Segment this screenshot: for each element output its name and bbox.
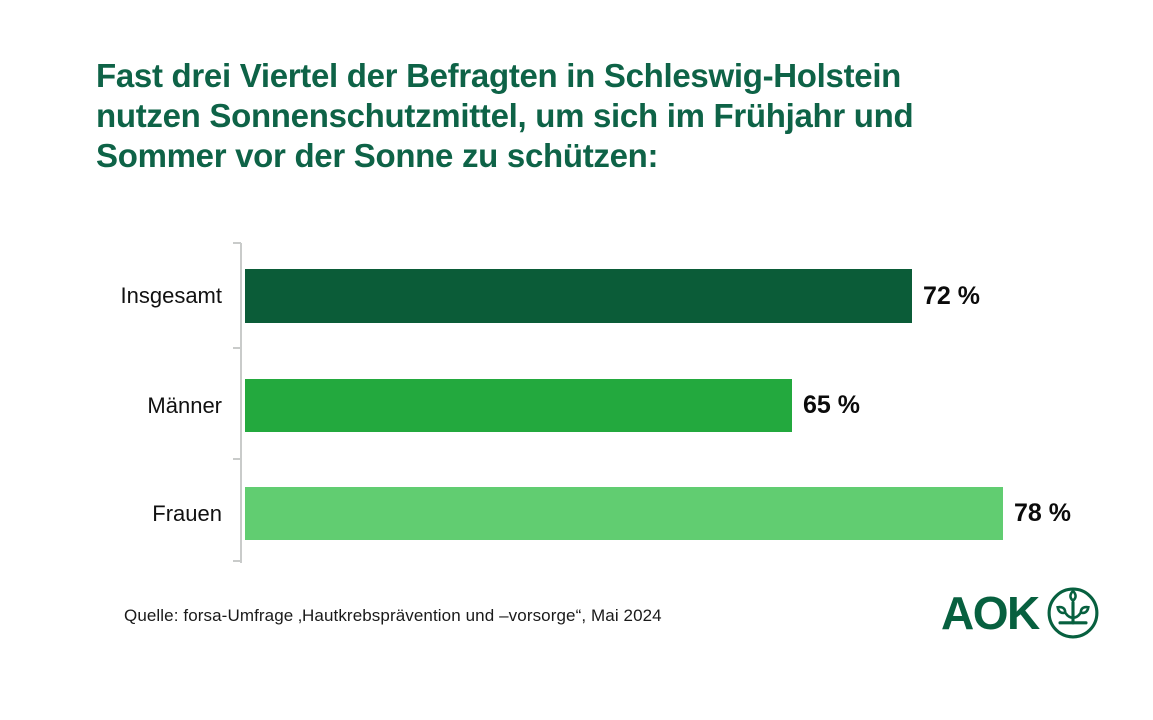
title-line-3: Sommer vor der Sonne zu schützen:: [96, 137, 659, 174]
bar-maenner: [245, 379, 792, 432]
source-text: Quelle: forsa-Umfrage ‚Hautkrebspräventi…: [124, 606, 662, 625]
bar-insgesamt: [245, 269, 912, 323]
title-line-1: Fast drei Viertel der Befragten in Schle…: [96, 57, 902, 94]
category-label-frauen: Frauen: [152, 500, 222, 526]
axis-tick: [233, 242, 241, 244]
aok-logo: AOK: [941, 586, 1100, 640]
chart-title: Fast drei Viertel der Befragten in Schle…: [96, 56, 1106, 176]
aok-tree-icon: [1047, 587, 1099, 639]
y-axis-line: [233, 242, 242, 563]
axis-tick: [233, 560, 241, 562]
value-label-maenner: 65 %: [803, 391, 860, 419]
axis-tick: [233, 347, 241, 349]
bar-row-maenner: Männer 65 %: [0, 379, 1153, 432]
category-label-maenner: Männer: [147, 392, 222, 418]
axis-tick: [233, 458, 241, 460]
bar-row-frauen: Frauen 78 %: [0, 487, 1153, 540]
bar-row-insgesamt: Insgesamt 72 %: [0, 269, 1153, 323]
value-label-frauen: 78 %: [1014, 499, 1071, 527]
title-line-2: nutzen Sonnenschutzmittel, um sich im Fr…: [96, 97, 914, 134]
category-label-insgesamt: Insgesamt: [120, 283, 223, 308]
bar-frauen: [245, 487, 1003, 540]
value-label-insgesamt: 72 %: [923, 281, 980, 310]
aok-logo-text: AOK: [941, 587, 1040, 639]
